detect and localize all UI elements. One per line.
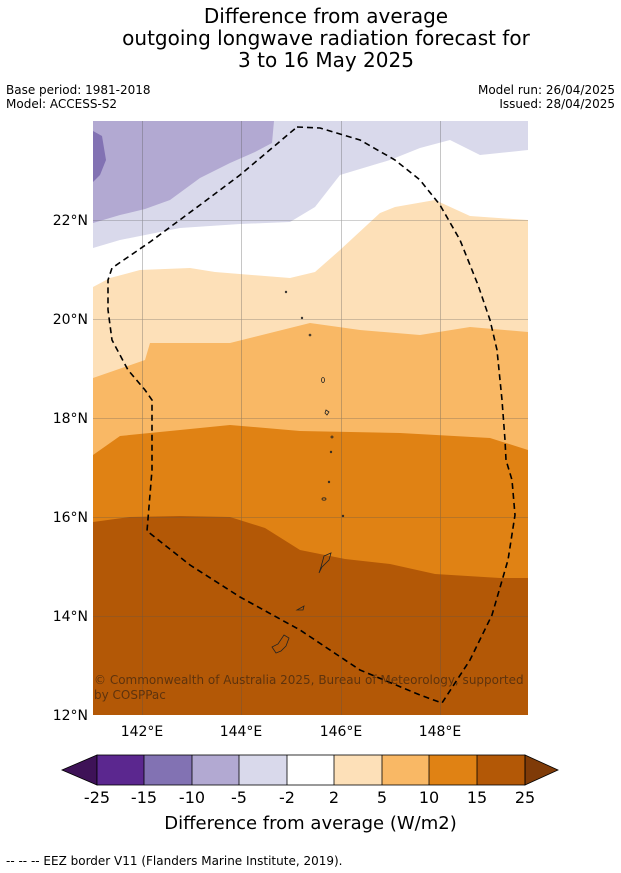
map-title: Difference from average outgoing longwav… [0, 5, 621, 71]
title-line-2: outgoing longwave radiation forecast for [122, 26, 530, 50]
lat-label: 18°N [53, 411, 88, 427]
title-line-3: 3 to 16 May 2025 [238, 48, 414, 72]
lat-axis: 22°N 20°N 18°N 16°N 14°N 12°N [53, 213, 88, 724]
lon-label: 148°E [419, 724, 462, 740]
colorbar-tick: -5 [231, 788, 247, 807]
colorbar-tick: 10 [419, 788, 439, 807]
issued-date: Issued: 28/04/2025 [499, 97, 615, 111]
colorbar-label: Difference from average (W/m2) [164, 813, 457, 834]
colorbar-low-extend [60, 754, 98, 786]
model-info: Base period: 1981-2018 Model: ACCESS-S2 [6, 83, 151, 111]
base-period: Base period: 1981-2018 [6, 83, 151, 97]
colorbar-tick: -15 [131, 788, 157, 807]
colorbar-swatch [382, 755, 429, 785]
colorbar-tick: 15 [467, 788, 487, 807]
band-neg-15-10 [93, 131, 106, 182]
islands [271, 290, 345, 654]
lat-label: 22°N [53, 213, 88, 229]
colorbar-swatch [287, 755, 334, 785]
colorbar-tick: 2 [329, 788, 339, 807]
anomaly-map [93, 121, 528, 715]
colorbar-tick: 5 [377, 788, 387, 807]
title-line-1: Difference from average [203, 4, 449, 28]
lat-label: 20°N [53, 312, 88, 328]
colorbar-swatch [144, 755, 192, 785]
lon-label: 146°E [320, 724, 363, 740]
model-run: Model run: 26/04/2025 [477, 83, 615, 97]
lon-axis: 142°E 144°E 146°E 148°E [121, 724, 462, 740]
colorbar-tick: -10 [179, 788, 205, 807]
colorbar-tick: -25 [84, 788, 110, 807]
colorbar-swatch [192, 755, 239, 785]
lon-label: 144°E [220, 724, 263, 740]
copyright-line-2: by COSPPac [94, 688, 166, 702]
grid-lines [93, 121, 528, 715]
colorbar-tick: 25 [515, 788, 535, 807]
colorbar-swatch [334, 755, 382, 785]
colorbar: -25 -15 -10 -5 -2 2 5 10 15 25 [60, 754, 559, 807]
colorbar-swatch [429, 755, 477, 785]
lat-label: 12°N [53, 708, 88, 724]
lon-label: 142°E [121, 724, 164, 740]
colorbar-swatch [477, 755, 525, 785]
eez-footnote: -- -- -- EEZ border V11 (Flanders Marine… [6, 854, 343, 868]
colorbar-tick: -2 [279, 788, 295, 807]
run-info: Model run: 26/04/2025 Issued: 28/04/2025 [478, 83, 615, 111]
colorbar-swatch [239, 755, 287, 785]
eez-border [107, 126, 516, 704]
colorbar-swatch [97, 755, 144, 785]
band-neg-10-5 [93, 121, 274, 223]
copyright-line-1: © Commonwealth of Australia 2025, Bureau… [94, 673, 524, 687]
lat-label: 16°N [53, 510, 88, 526]
lat-label: 14°N [53, 609, 88, 625]
colorbar-high-extend [524, 754, 559, 786]
model-name: Model: ACCESS-S2 [6, 97, 118, 111]
